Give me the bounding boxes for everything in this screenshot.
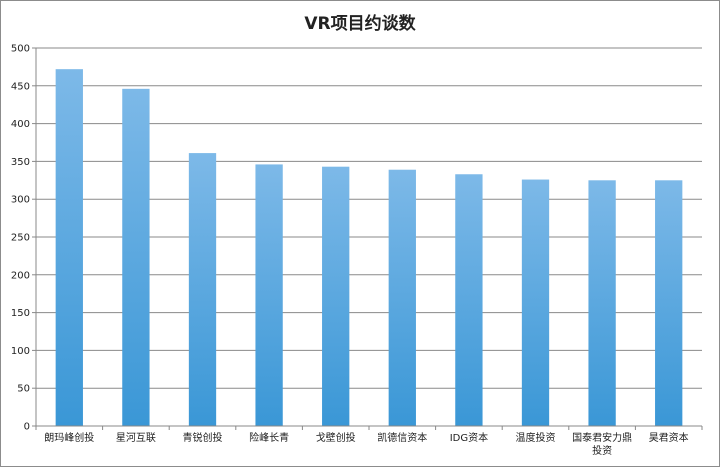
bar	[455, 174, 483, 426]
bar	[655, 180, 683, 426]
y-tick-label: 400	[11, 119, 30, 130]
y-tick-label: 450	[11, 81, 30, 92]
bar	[521, 179, 550, 426]
y-tick-label: 50	[17, 384, 30, 395]
y-tick-label: 250	[11, 233, 30, 244]
y-tick-label: 100	[11, 346, 30, 357]
x-tick-label: 国泰君安力鼎	[572, 431, 632, 444]
bar	[322, 166, 350, 426]
bars	[55, 69, 683, 427]
x-tick-label: 青锐创投	[183, 431, 223, 444]
bar	[55, 69, 83, 426]
axes	[35, 48, 703, 430]
x-tick-label: 戈壁创投	[316, 431, 356, 444]
bar	[122, 88, 150, 426]
x-tick-label: 凯德信资本	[377, 431, 427, 444]
x-tick-label: 险峰长青	[249, 431, 289, 444]
x-tick-label: 朗玛峰创投	[44, 431, 94, 444]
y-tick-label: 350	[11, 157, 30, 168]
y-tick-label: 150	[11, 308, 30, 319]
y-tick-label: 300	[11, 195, 30, 206]
bar	[255, 164, 283, 426]
y-tick-label: 500	[11, 44, 30, 55]
chart-title: VR项目约谈数	[304, 14, 416, 34]
x-tick-label: 温度投资	[516, 431, 556, 444]
bar	[188, 153, 217, 427]
x-tick-labels: 朗玛峰创投 星河互联 青锐创投 险峰长青 戈壁创投 凯德信资本 IDG资本 温度投资 国泰君安力…	[44, 431, 688, 457]
bar	[388, 169, 416, 426]
x-tick-label: 昊君资本	[649, 431, 689, 444]
x-tick-label: 投资	[592, 444, 612, 457]
y-tick-label: 0	[24, 422, 30, 433]
x-tick-label: 星河互联	[116, 432, 156, 444]
y-tick-labels: 0 50 100 150 200 250 300 350 400 450 500	[11, 44, 30, 433]
bar	[588, 180, 616, 426]
x-tick-label: IDG资本	[450, 431, 488, 444]
y-tick-label: 200	[11, 270, 30, 281]
